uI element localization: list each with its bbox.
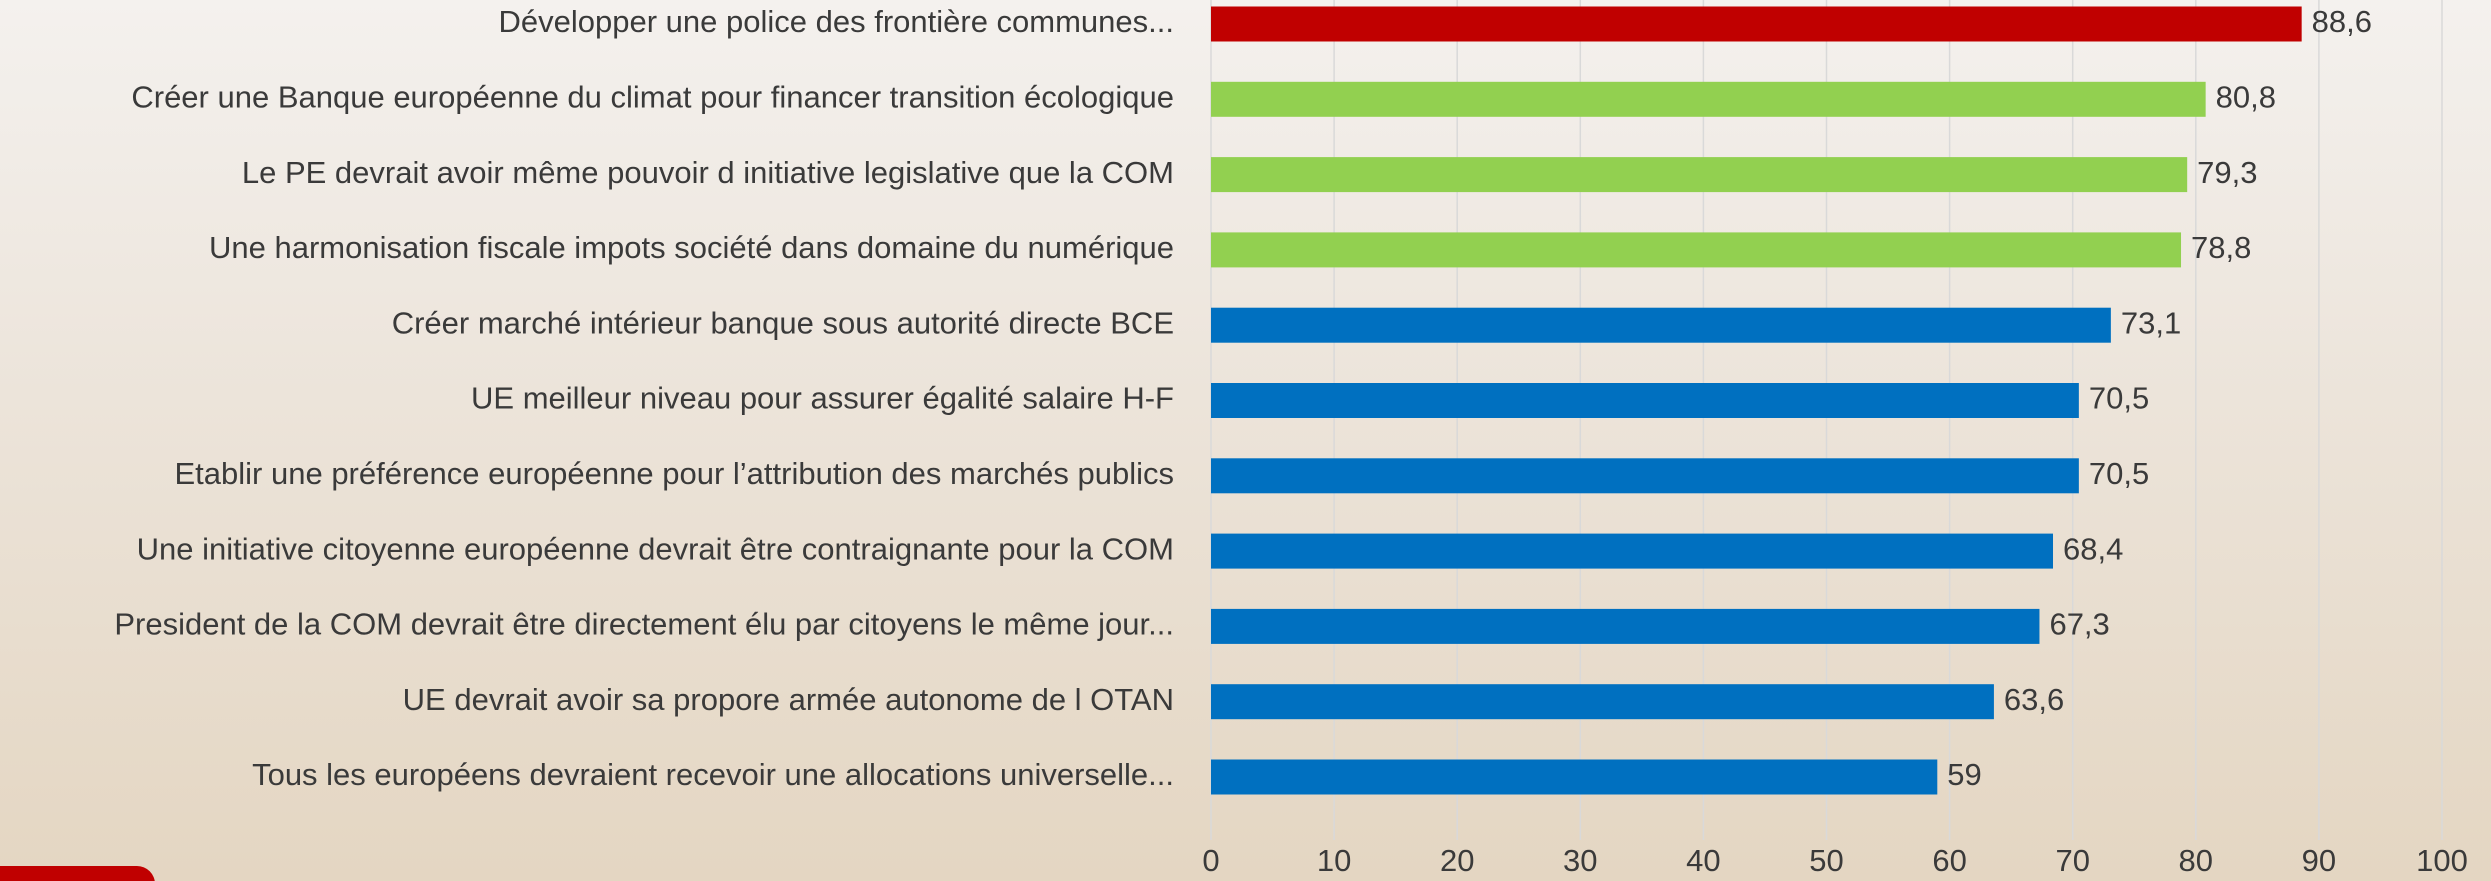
y-tick-label: President de la COM devrait être directe…: [114, 607, 1174, 642]
x-tick-label: 100: [2416, 843, 2468, 878]
y-tick-label: Créer marché intérieur banque sous autor…: [392, 305, 1174, 340]
x-tick-label: 50: [1809, 843, 1843, 878]
bar: [1211, 308, 2111, 343]
chart: 0 10 20 30 40 50 60 70 80 90 100 Développer une pol…: [0, 0, 2491, 881]
value-label: 70,5: [2089, 381, 2149, 416]
value-label: 70,5: [2089, 456, 2149, 491]
x-tick-label: 80: [2179, 843, 2213, 878]
bar: [1211, 684, 1994, 719]
x-tick-label: 0: [1202, 843, 1219, 878]
y-tick-label: Tous les européens devraient recevoir un…: [252, 757, 1174, 792]
bar: [1211, 82, 2206, 117]
y-tick-label: Etablir une préférence européenne pour l…: [175, 456, 1175, 491]
bar: [1211, 232, 2181, 267]
bar: [1211, 7, 2302, 42]
bar: [1211, 157, 2187, 192]
x-tick-label: 70: [2055, 843, 2089, 878]
value-label: 79,3: [2197, 155, 2257, 190]
value-label: 88,6: [2312, 4, 2372, 39]
value-label: 59: [1947, 757, 1981, 792]
y-tick-label: Une harmonisation fiscale impots société…: [209, 230, 1174, 265]
value-label: 78,8: [2191, 230, 2251, 265]
x-tick-label: 90: [2302, 843, 2336, 878]
x-tick-label: 40: [1686, 843, 1720, 878]
value-label: 68,4: [2063, 531, 2123, 566]
x-tick-label: 10: [1317, 843, 1351, 878]
x-tick-label: 20: [1440, 843, 1474, 878]
value-label: 73,1: [2121, 305, 2181, 340]
bar: [1211, 760, 1937, 795]
y-tick-label: Créer une Banque européenne du climat po…: [131, 79, 1174, 114]
value-label: 67,3: [2049, 607, 2109, 642]
bar: [1211, 609, 2039, 644]
y-tick-label: UE devrait avoir sa propore armée autono…: [403, 682, 1174, 717]
y-tick-label: Développer une police des frontière comm…: [499, 4, 1174, 39]
bar: [1211, 383, 2079, 418]
x-tick-label: 60: [1932, 843, 1966, 878]
y-tick-label: UE meilleur niveau pour assurer égalité …: [471, 381, 1174, 416]
bar: [1211, 458, 2079, 493]
value-label: 80,8: [2216, 79, 2276, 114]
decoration: [0, 866, 155, 881]
bar: [1211, 534, 2053, 569]
y-tick-label: Une initiative citoyenne européenne devr…: [137, 531, 1174, 566]
background: [0, 0, 2491, 881]
value-label: 63,6: [2004, 682, 2064, 717]
y-tick-label: Le PE devrait avoir même pouvoir d initi…: [242, 155, 1174, 190]
x-tick-label: 30: [1563, 843, 1597, 878]
